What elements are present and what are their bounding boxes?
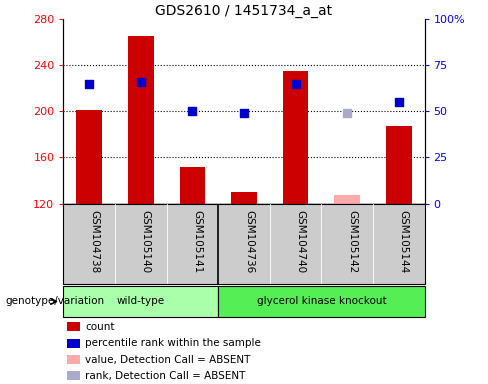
Bar bbox=[231, 192, 257, 204]
Bar bbox=[67, 371, 80, 380]
Bar bbox=[283, 71, 308, 204]
Text: GSM104738: GSM104738 bbox=[89, 210, 99, 273]
Bar bbox=[128, 36, 154, 204]
Text: glycerol kinase knockout: glycerol kinase knockout bbox=[257, 296, 386, 306]
Text: GSM105141: GSM105141 bbox=[192, 210, 203, 273]
Bar bbox=[67, 323, 80, 331]
Bar bbox=[76, 110, 102, 204]
Text: GSM105144: GSM105144 bbox=[399, 210, 409, 273]
Point bbox=[292, 81, 300, 87]
Point bbox=[395, 99, 403, 105]
Bar bbox=[334, 195, 360, 204]
Text: GSM105142: GSM105142 bbox=[347, 210, 357, 273]
Point bbox=[240, 110, 248, 116]
Point bbox=[137, 79, 145, 85]
Text: percentile rank within the sample: percentile rank within the sample bbox=[85, 338, 261, 348]
Point bbox=[85, 81, 93, 87]
Text: count: count bbox=[85, 322, 115, 332]
Text: GSM105140: GSM105140 bbox=[141, 210, 151, 273]
Point bbox=[343, 110, 351, 116]
Point bbox=[188, 108, 196, 114]
Text: genotype/variation: genotype/variation bbox=[5, 296, 104, 306]
Text: rank, Detection Call = ABSENT: rank, Detection Call = ABSENT bbox=[85, 371, 245, 381]
Bar bbox=[67, 339, 80, 348]
Text: wild-type: wild-type bbox=[117, 296, 165, 306]
Text: GSM104736: GSM104736 bbox=[244, 210, 254, 273]
FancyBboxPatch shape bbox=[218, 286, 425, 317]
Text: value, Detection Call = ABSENT: value, Detection Call = ABSENT bbox=[85, 354, 250, 364]
Bar bbox=[386, 126, 412, 204]
Title: GDS2610 / 1451734_a_at: GDS2610 / 1451734_a_at bbox=[156, 4, 332, 18]
FancyBboxPatch shape bbox=[63, 286, 218, 317]
Bar bbox=[180, 167, 205, 204]
Bar bbox=[67, 355, 80, 364]
Text: GSM104740: GSM104740 bbox=[296, 210, 305, 273]
